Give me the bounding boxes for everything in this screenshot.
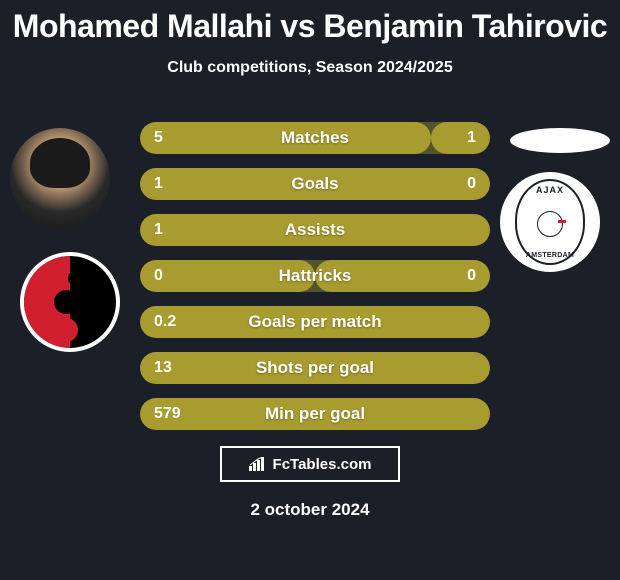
page-title: Mohamed Mallahi vs Benjamin Tahirovic: [0, 0, 620, 45]
ajax-crest-bottom: AMSTERDAM: [526, 252, 574, 259]
stat-value-right: 0: [467, 267, 476, 285]
club-left-badge: [20, 252, 120, 352]
stat-value-right: 1: [467, 129, 476, 147]
stat-value-left: 0.2: [154, 313, 176, 331]
stat-value-left: 1: [154, 175, 163, 193]
stat-value-right: 0: [467, 175, 476, 193]
ajax-crest: AJAX AMSTERDAM: [515, 179, 585, 265]
stats-bars: Matches51Goals10Assists1Hattricks00Goals…: [140, 122, 490, 444]
stat-value-left: 579: [154, 405, 181, 423]
stat-row: Matches5 1: [140, 122, 490, 154]
brand-chart-icon: [249, 457, 267, 471]
player-right-placeholder: [510, 128, 610, 153]
subtitle: Club competitions, Season 2024/2025: [0, 59, 620, 77]
stat-label: Assists: [140, 220, 490, 240]
stat-row: Assists1: [140, 214, 490, 246]
club-right-badge: AJAX AMSTERDAM: [500, 172, 600, 272]
stat-value-left: 5: [154, 129, 163, 147]
stat-label: Goals: [140, 174, 490, 194]
stat-value-left: 1: [154, 221, 163, 239]
stat-row: Shots per goal13: [140, 352, 490, 384]
ajax-crest-top: AJAX: [536, 185, 564, 195]
stat-label: Min per goal: [140, 404, 490, 424]
ajax-crest-icon: [537, 211, 563, 237]
stat-row: Hattricks0 0: [140, 260, 490, 292]
player-left-avatar: [10, 128, 110, 228]
brand-box: FcTables.com: [220, 446, 400, 482]
stat-label: Hattricks: [140, 266, 490, 286]
footer-date: 2 october 2024: [0, 500, 620, 520]
brand-text: FcTables.com: [273, 456, 372, 473]
stat-value-left: 13: [154, 359, 172, 377]
stat-value-left: 0: [154, 267, 163, 285]
stat-row: Goals1 0: [140, 168, 490, 200]
stat-row: Goals per match0.2: [140, 306, 490, 338]
stat-label: Matches: [140, 128, 490, 148]
stat-label: Goals per match: [140, 312, 490, 332]
stat-row: Min per goal579: [140, 398, 490, 430]
stat-label: Shots per goal: [140, 358, 490, 378]
